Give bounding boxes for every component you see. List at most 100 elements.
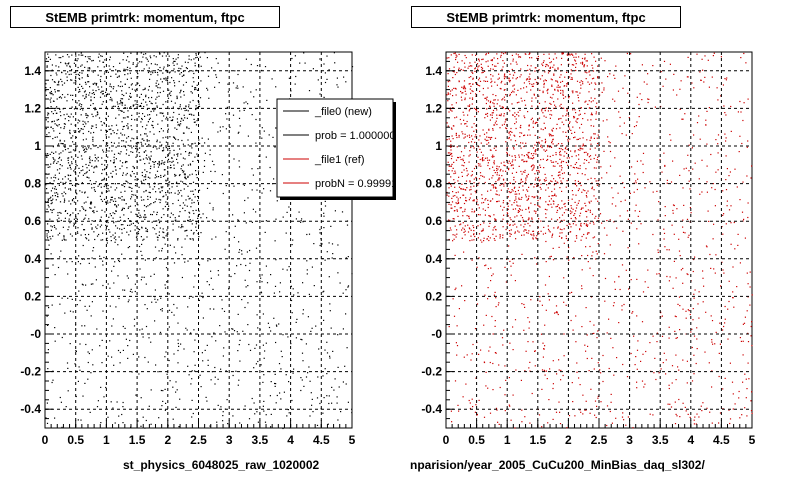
data-point: [717, 143, 719, 145]
data-point: [255, 211, 257, 213]
data-point: [486, 80, 489, 82]
data-point: [342, 292, 344, 294]
data-point: [49, 197, 51, 200]
data-point: [79, 210, 81, 212]
data-point: [169, 244, 171, 246]
data-point: [206, 217, 208, 219]
data-point: [481, 72, 483, 74]
data-point: [554, 53, 556, 55]
data-point: [58, 57, 60, 59]
data-point: [291, 399, 293, 402]
data-point: [458, 176, 460, 178]
data-point: [104, 168, 106, 170]
data-point: [563, 333, 565, 335]
data-point: [609, 150, 612, 153]
data-point: [127, 247, 129, 249]
data-point: [499, 87, 501, 90]
data-point: [173, 314, 175, 316]
data-point: [551, 114, 553, 116]
data-point: [102, 232, 104, 234]
data-point: [506, 212, 508, 214]
data-point: [176, 153, 178, 155]
data-point: [489, 361, 491, 364]
data-point: [182, 157, 184, 159]
data-point: [616, 357, 618, 359]
data-point: [156, 71, 159, 74]
data-point: [128, 186, 130, 188]
data-point: [61, 143, 63, 145]
data-point: [105, 151, 107, 153]
data-point: [50, 101, 52, 103]
data-point: [545, 80, 547, 82]
data-point: [225, 128, 227, 130]
data-point: [494, 172, 496, 174]
data-point: [527, 219, 529, 221]
data-point: [129, 339, 131, 342]
data-point: [717, 152, 719, 154]
data-point: [558, 86, 560, 88]
data-point: [80, 128, 82, 130]
data-point: [171, 186, 173, 188]
data-point: [687, 56, 689, 58]
data-point: [724, 78, 726, 80]
data-point: [542, 61, 544, 64]
data-point: [47, 349, 49, 351]
data-point: [460, 188, 462, 190]
y-tick-label: 1.2: [24, 101, 41, 115]
data-point: [714, 272, 716, 274]
data-point: [550, 180, 552, 182]
data-point: [565, 237, 567, 240]
data-point: [55, 151, 57, 153]
data-point: [110, 401, 112, 403]
data-point: [55, 177, 57, 179]
data-point: [154, 161, 157, 163]
data-point: [583, 233, 585, 236]
data-point: [493, 155, 495, 158]
data-point: [585, 151, 587, 153]
data-point: [244, 279, 246, 281]
data-point: [503, 115, 505, 117]
data-point: [497, 58, 499, 60]
data-point: [107, 219, 109, 222]
data-point: [163, 231, 165, 234]
data-point: [462, 160, 464, 162]
data-point: [693, 134, 695, 136]
data-point: [55, 72, 57, 74]
data-point: [566, 256, 568, 258]
data-point: [199, 374, 201, 376]
data-point: [686, 273, 688, 275]
data-point: [49, 92, 51, 94]
data-point: [225, 231, 227, 233]
data-point: [484, 138, 486, 140]
data-point: [158, 231, 160, 233]
data-point: [594, 217, 596, 219]
data-point: [46, 66, 48, 68]
data-point: [517, 211, 519, 213]
data-point: [539, 300, 541, 302]
data-point: [116, 76, 118, 78]
data-point: [177, 139, 179, 141]
data-point: [75, 192, 77, 194]
data-point: [68, 200, 70, 202]
data-point: [462, 133, 464, 135]
data-point: [149, 172, 151, 174]
data-point: [566, 157, 568, 159]
data-point: [134, 225, 136, 227]
data-point: [542, 91, 544, 94]
data-point: [192, 193, 195, 195]
data-point: [95, 165, 97, 167]
data-point: [48, 173, 50, 175]
data-point: [501, 175, 503, 177]
data-point: [501, 124, 503, 126]
data-point: [107, 188, 109, 190]
data-point: [465, 57, 467, 59]
data-point: [114, 198, 116, 200]
data-point: [311, 327, 313, 329]
data-point: [557, 81, 559, 83]
data-point: [609, 244, 611, 246]
data-point: [751, 294, 753, 296]
data-point: [675, 316, 677, 318]
data-point: [319, 228, 321, 231]
data-point: [718, 352, 720, 354]
data-point: [148, 156, 150, 158]
